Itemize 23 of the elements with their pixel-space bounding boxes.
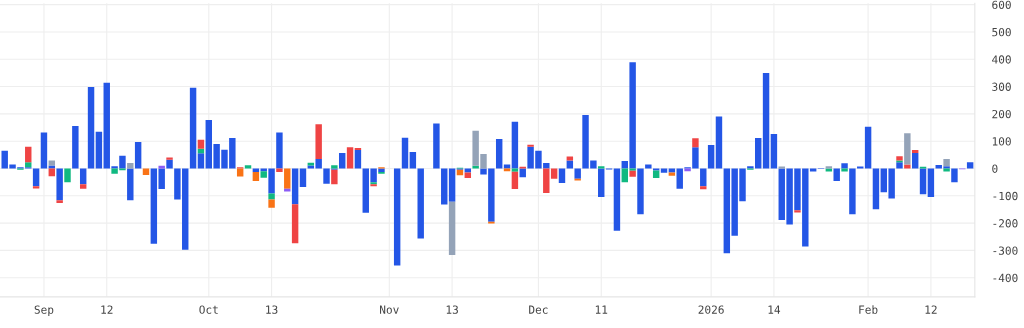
y-tick-label: 500 <box>992 27 1011 37</box>
x-tick-label: Dec <box>529 305 548 314</box>
x-tick-label: 12 <box>925 305 937 314</box>
x-tick-label: Nov <box>380 305 399 314</box>
y-tick-label: 100 <box>992 137 1011 146</box>
x-tick-label: 13 <box>446 305 458 314</box>
x-tick-label: 11 <box>595 305 608 314</box>
x-tick-label: 12 <box>101 305 113 314</box>
y-tick-label: -200 <box>993 219 1018 228</box>
y-tick-label: 600 <box>992 0 1011 10</box>
y-tick-label: -100 <box>993 191 1018 201</box>
x-tick-label: Sep <box>34 305 54 316</box>
x-tick-label: 13 <box>266 305 278 314</box>
y-tick-label: -400 <box>993 273 1018 283</box>
y-tick-label: 300 <box>992 82 1011 91</box>
x-tick-label: 14 <box>768 305 781 314</box>
y-tick-label: 0 <box>992 164 998 173</box>
y-tick-label: 400 <box>992 55 1011 64</box>
x-tick-label: Oct <box>199 305 218 314</box>
x-tick-label: Feb <box>859 305 878 314</box>
x-tick-label: 2026 <box>698 305 724 314</box>
y-tick-label: -300 <box>993 246 1018 255</box>
y-tick-label: 200 <box>992 109 1011 119</box>
